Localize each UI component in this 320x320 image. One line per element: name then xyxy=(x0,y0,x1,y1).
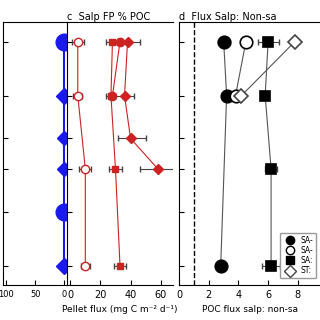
Legend: SA-, SA-, SA:, ST:: SA-, SA-, SA:, ST: xyxy=(280,233,316,278)
X-axis label: Pellet flux (mg C m⁻² d⁻¹): Pellet flux (mg C m⁻² d⁻¹) xyxy=(62,305,178,314)
X-axis label: POC flux salp: non-sa: POC flux salp: non-sa xyxy=(202,305,298,314)
Text: c  Salp FP % POC: c Salp FP % POC xyxy=(67,12,150,22)
Text: d  Flux Salp: Non-sa: d Flux Salp: Non-sa xyxy=(179,12,277,22)
